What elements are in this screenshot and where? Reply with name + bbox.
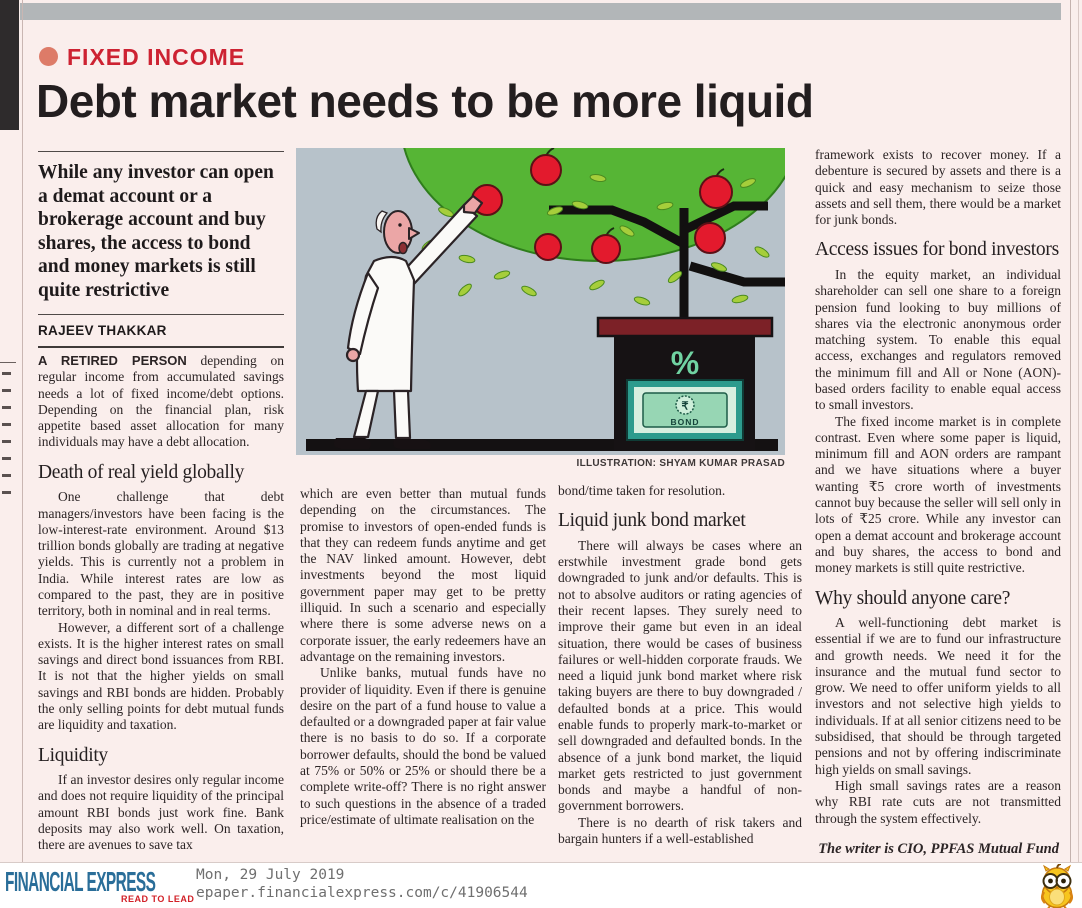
right-hand [462,194,484,215]
eye [398,223,402,227]
body-paragraph: There is no dearth of risk takers and ba… [558,814,802,847]
edition-meta: Mon, 29 July 2019 epaper.financialexpres… [196,866,528,902]
front-leg [392,389,412,440]
section-heading-liquidity: Liquidity [38,744,108,766]
man-figure [333,194,484,449]
owl-mascot-icon[interactable] [1034,864,1080,908]
body-paragraph: If an investor desires only regular inco… [38,772,284,853]
adjacent-page-rule-fragment [0,362,16,363]
body-paragraph: High small savings rates are a reason wh… [815,777,1061,826]
rupee-seal [675,395,695,415]
section-heading-real-yield: Death of real yield globally [38,461,245,483]
adjacent-page-photo-fragment [0,0,19,130]
article-column-3: bond/time taken for resolution. Liquid j… [558,483,802,847]
tree-branches [549,201,785,333]
section-kicker: FIXED INCOME [67,44,246,70]
masthead-strip [20,3,1061,20]
article-column-4: framework exists to recover money. If a … [815,147,1061,858]
body-paragraph: One challenge that debt managers/investo… [38,489,284,619]
body-paragraph: which are even better than mutual funds … [300,486,546,664]
front-shoe [393,439,431,449]
logo-wordmark: FINANCIAL EXPRESS [5,866,156,897]
standfirst-box: While any investor can open a demat acco… [38,151,284,315]
article-headline: Debt market needs to be more liquid [36,75,814,127]
byline: RAJEEV THAKKAR [38,313,284,348]
lead-in-text: A RETIRED PERSON [38,353,187,368]
adjacent-page-text-fragments [2,372,18,852]
body-paragraph: There will always be cases where an erst… [558,537,802,814]
section-heading-access-issues: Access issues for bond investors [815,239,1059,261]
left-hand [345,347,361,363]
back-shoe [333,438,371,449]
author-tagline: The writer is CIO, PPFAS Mutual Fund [818,840,1059,857]
box-rim [596,316,774,338]
epaper-url[interactable]: epaper.financialexpress.com/c/41906544 [196,885,528,901]
rupee-symbol: ₹ [682,401,689,413]
body-paragraph: However, a different sort of a challenge… [38,619,284,733]
standfirst-text: While any investor can open a demat acco… [38,162,274,301]
section-bullet-icon [39,47,58,66]
bond-label: BOND [670,417,699,427]
apples [471,154,733,264]
article-column-2: which are even better than mutual funds … [300,486,546,828]
logo-tagline: READ TO LEAD [121,894,195,904]
body-paragraph: In the equity market, an individual shar… [815,266,1061,413]
body-paragraph: A well-functioning debt market is essent… [815,615,1061,777]
white-hair [375,210,389,234]
paragraph-text: depending on regular income from accumul… [38,353,284,450]
nose [408,227,420,240]
back-leg [352,389,380,439]
financial-express-logo[interactable]: FINANCIAL EXPRESS READ TO LEAD [5,866,205,906]
illustration-canvas: % ₹ BOND [296,148,785,455]
section-heading-why-care: Why should anyone care? [815,587,1011,609]
illustration-credit: ILLUSTRATION: SHYAM KUMAR PRASAD [576,458,785,469]
body-paragraph: bond/time taken for resolution. [558,483,726,498]
right-page-edge [1078,0,1079,880]
body-paragraph: The fixed income market is in complete c… [815,413,1061,576]
tree-illustration: % ₹ BOND [296,148,785,455]
mouth [398,241,408,255]
edition-date: Mon, 29 July 2019 [196,867,345,883]
bond-collection-box: % ₹ BOND [596,316,774,450]
head [383,210,413,254]
body-paragraph: A RETIRED PERSON depending on regular in… [38,353,284,451]
article-column-1: A RETIRED PERSON depending on regular in… [38,353,284,854]
body-paragraph: Unlike banks, mutual funds have no provi… [300,665,546,827]
section-heading-junk-bond: Liquid junk bond market [558,510,746,532]
body-paragraph: framework exists to recover money. If a … [815,147,1061,228]
epaper-footer: FINANCIAL EXPRESS READ TO LEAD Mon, 29 J… [0,862,1082,908]
percent-label: % [671,345,699,381]
right-page-divider [1070,0,1071,880]
left-page-divider [22,0,23,862]
